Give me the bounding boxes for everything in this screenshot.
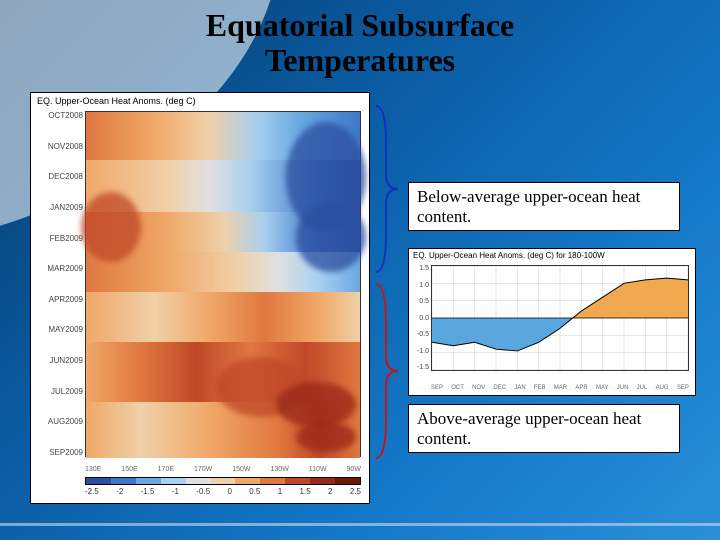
ts-plot-axes xyxy=(431,265,689,371)
title-line-1: Equatorial Subsurface xyxy=(0,8,720,43)
brace-below-avg xyxy=(372,104,400,274)
main-plot-title: EQ. Upper-Ocean Heat Anoms. (deg C) xyxy=(31,93,369,109)
ts-x-axis-labels: SEPOCTNOVDECJANFEBMARAPRMAYJUNJULAUGSEP xyxy=(431,385,689,391)
colorbar-boxes xyxy=(85,477,361,485)
callout-below-average: Below-average upper-ocean heat content. xyxy=(408,182,680,231)
callout-above-average: Above-average upper-ocean heat content. xyxy=(408,404,680,453)
timeseries-plot: EQ. Upper-Ocean Heat Anoms. (deg C) for … xyxy=(408,248,696,396)
heatmap-layer xyxy=(86,112,360,456)
slide-title: Equatorial Subsurface Temperatures xyxy=(0,8,720,78)
colorbar-labels: -2.5-2-1.5-1-0.500.511.522.5 xyxy=(85,487,361,496)
colorbar: -2.5-2-1.5-1-0.500.511.522.5 xyxy=(85,477,361,497)
brace-icon xyxy=(372,282,400,460)
ts-y-axis-labels: 1.51.00.50.0-0.5-1.0-1.5 xyxy=(411,265,429,371)
brace-above-avg xyxy=(372,282,400,460)
title-line-2: Temperatures xyxy=(0,43,720,78)
ts-plot-svg xyxy=(432,266,688,370)
main-y-axis-labels: OCT2008NOV2008DEC2008JAN2009FEB2009MAR20… xyxy=(35,111,83,457)
main-plot-axes xyxy=(85,111,361,457)
main-x-axis-labels: 130E150E170E170W150W130W110W90W xyxy=(85,466,361,473)
brace-icon xyxy=(372,104,400,274)
main-heatmap-plot: EQ. Upper-Ocean Heat Anoms. (deg C) OCT2… xyxy=(30,92,370,504)
ts-plot-title: EQ. Upper-Ocean Heat Anoms. (deg C) for … xyxy=(409,249,695,262)
footer-divider xyxy=(0,523,720,526)
